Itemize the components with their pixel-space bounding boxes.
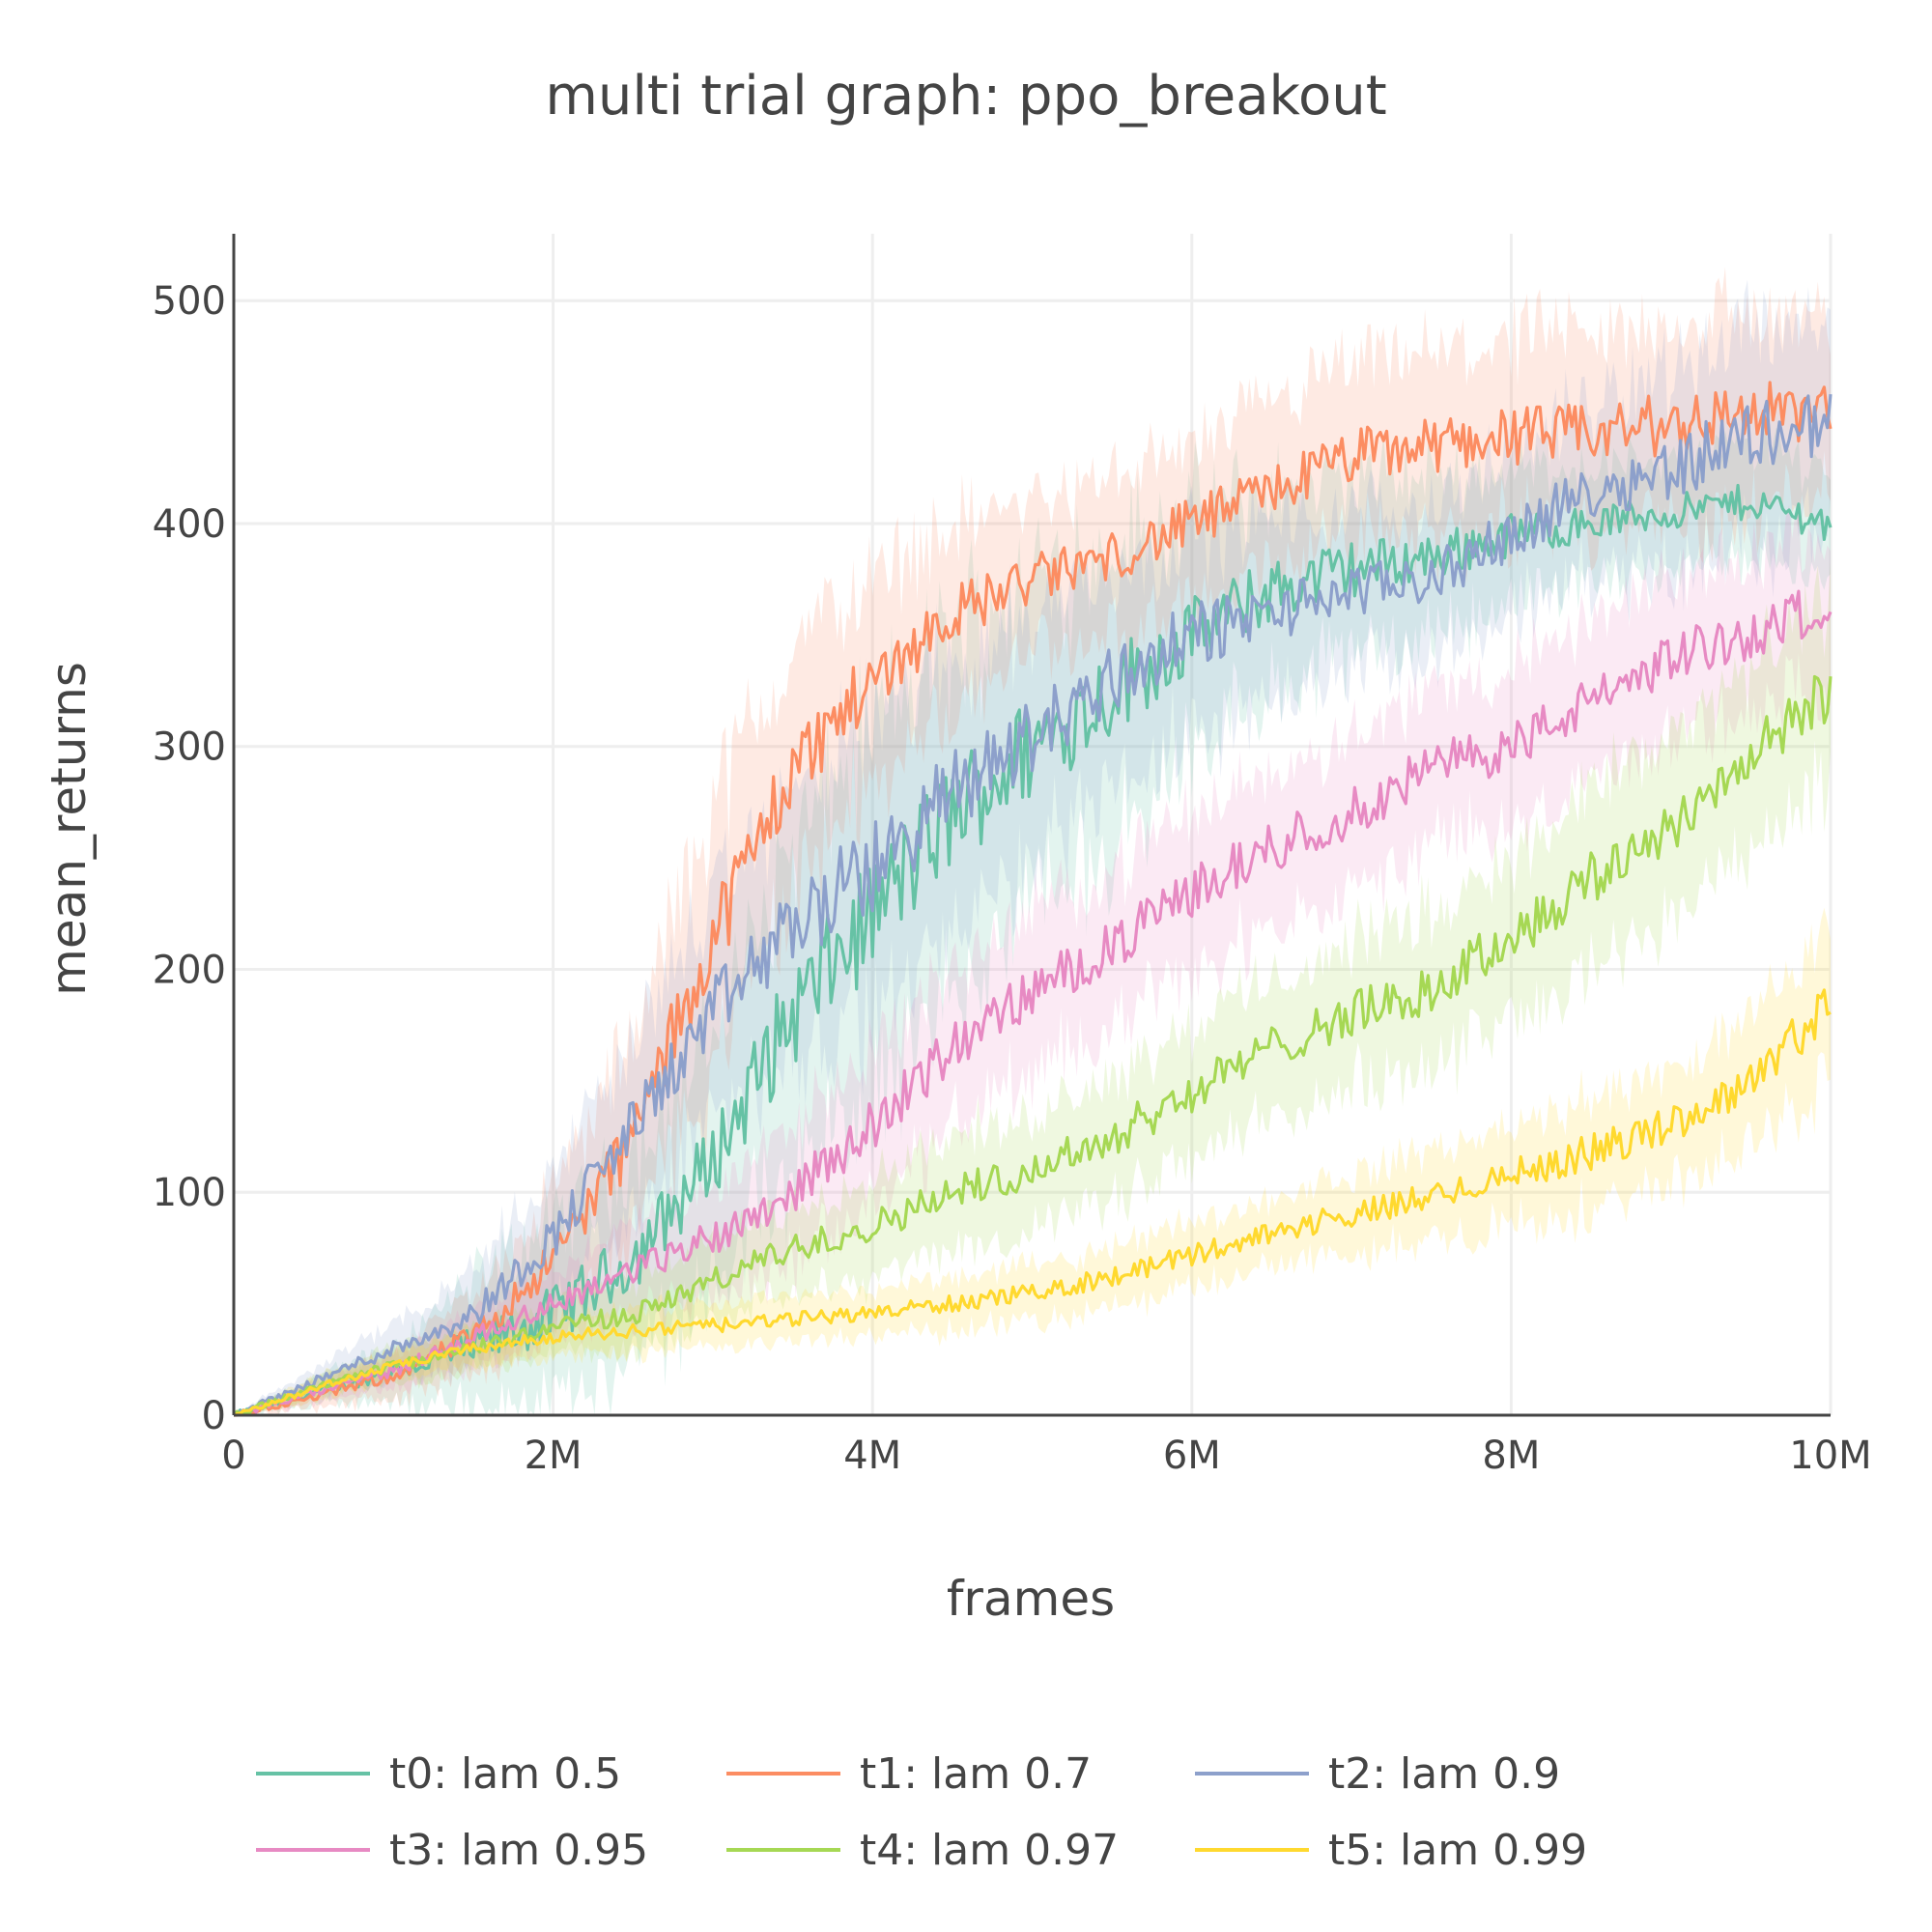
series-band-t3: [234, 505, 1831, 1415]
y-tick-label: 0: [202, 1394, 226, 1438]
chart-title: multi trial graph: ppo_breakout: [545, 65, 1386, 128]
x-tick-label: 0: [221, 1434, 245, 1478]
legend-label-t1: t1: lam 0.7: [860, 1749, 1092, 1799]
legend-label-t4: t4: lam 0.97: [860, 1826, 1119, 1875]
legend-label-t0: t0: lam 0.5: [389, 1749, 621, 1799]
series-line-t1: [234, 381, 1833, 1417]
y-tick-label: 400: [153, 502, 226, 547]
legend-label-t5: t5: lam 0.99: [1328, 1826, 1587, 1875]
x-tick-label: 6M: [1163, 1434, 1221, 1478]
legend-label-t2: t2: lam 0.9: [1328, 1749, 1560, 1799]
series-band-t4: [234, 562, 1831, 1415]
tick-layer: 0 100 200 300 400 500 0 2M 4M 6M 8M 10M: [153, 279, 1872, 1478]
series-line-t5: [233, 988, 1832, 1417]
x-tick-label: 2M: [525, 1434, 582, 1478]
y-tick-label: 500: [153, 279, 226, 324]
series-line-t4: [232, 674, 1833, 1417]
axis-layer: [232, 234, 1831, 1417]
series-line-t2: [233, 393, 1833, 1417]
line-layer: [232, 381, 1833, 1417]
y-tick-label: 100: [153, 1171, 226, 1215]
band-layer: [234, 267, 1831, 1416]
y-tick-label: 200: [153, 948, 226, 992]
legend: t0: lam 0.5 t1: lam 0.7 t2: lam 0.9 t3: lam…: [256, 1749, 1587, 1875]
series-band-t0: [234, 427, 1831, 1416]
x-tick-label: 8M: [1482, 1434, 1540, 1478]
series-line-t3: [233, 589, 1833, 1417]
x-tick-label: 4M: [843, 1434, 901, 1478]
y-tick-label: 300: [153, 725, 226, 770]
legend-label-t3: t3: lam 0.95: [389, 1826, 648, 1875]
x-axis-title: frames: [947, 1571, 1115, 1627]
x-tick-label: 10M: [1789, 1434, 1871, 1478]
grid-layer: [234, 234, 1833, 1415]
y-axis-title: mean_returns: [41, 662, 97, 996]
